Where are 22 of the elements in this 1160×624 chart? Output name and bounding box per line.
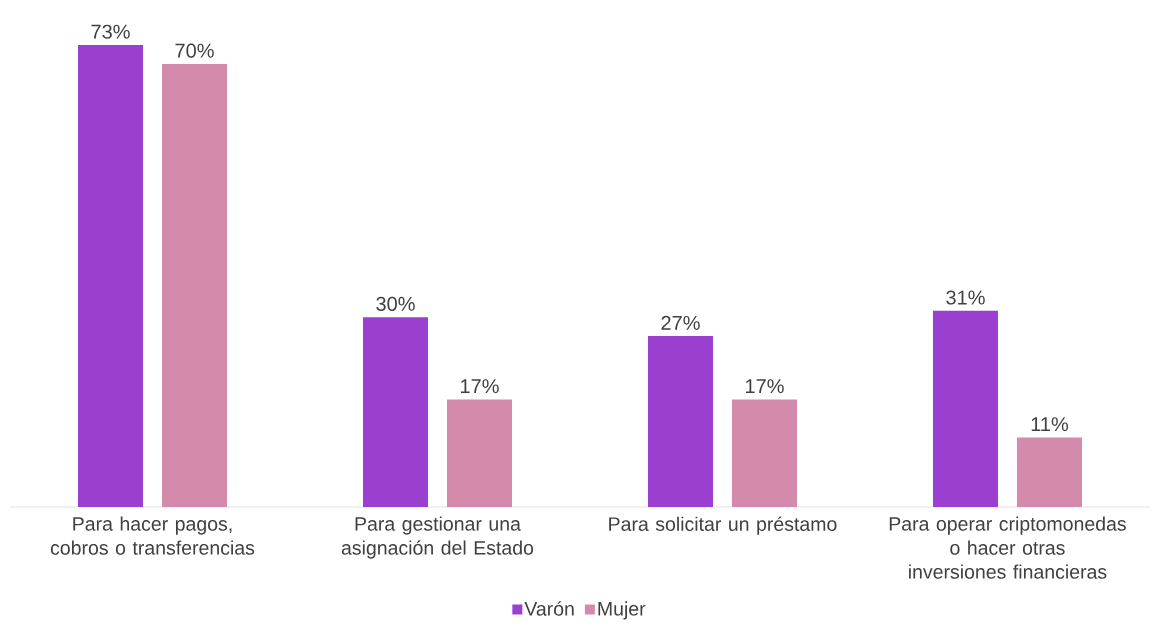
legend-label: Mujer xyxy=(598,601,646,620)
bar xyxy=(647,336,713,507)
bar xyxy=(362,317,428,507)
bar xyxy=(1016,437,1082,507)
data-label: 17% xyxy=(746,379,784,394)
data-label: 70% xyxy=(175,43,214,58)
bar xyxy=(932,310,998,507)
data-label: 73% xyxy=(91,24,130,39)
data-label: 11% xyxy=(1031,417,1069,432)
bar xyxy=(731,399,797,507)
bar xyxy=(78,44,143,507)
bar xyxy=(446,399,512,507)
data-label: 30% xyxy=(376,296,415,311)
x-tick-label: Para operar criptomonedas o hacer otras inversiones financieras xyxy=(889,516,1126,579)
x-tick-label: Para hacer pagos, cobros o transferencias xyxy=(50,516,255,555)
bar xyxy=(162,63,227,507)
legend-label: Varón xyxy=(524,601,574,616)
data-label: 31% xyxy=(946,290,985,305)
x-tick-label: Para solicitar un préstamo xyxy=(609,516,837,535)
x-tick-label: Para gestionar una asignación del Estado xyxy=(341,516,534,559)
data-label: 17% xyxy=(461,379,499,394)
data-label: 27% xyxy=(661,315,700,330)
